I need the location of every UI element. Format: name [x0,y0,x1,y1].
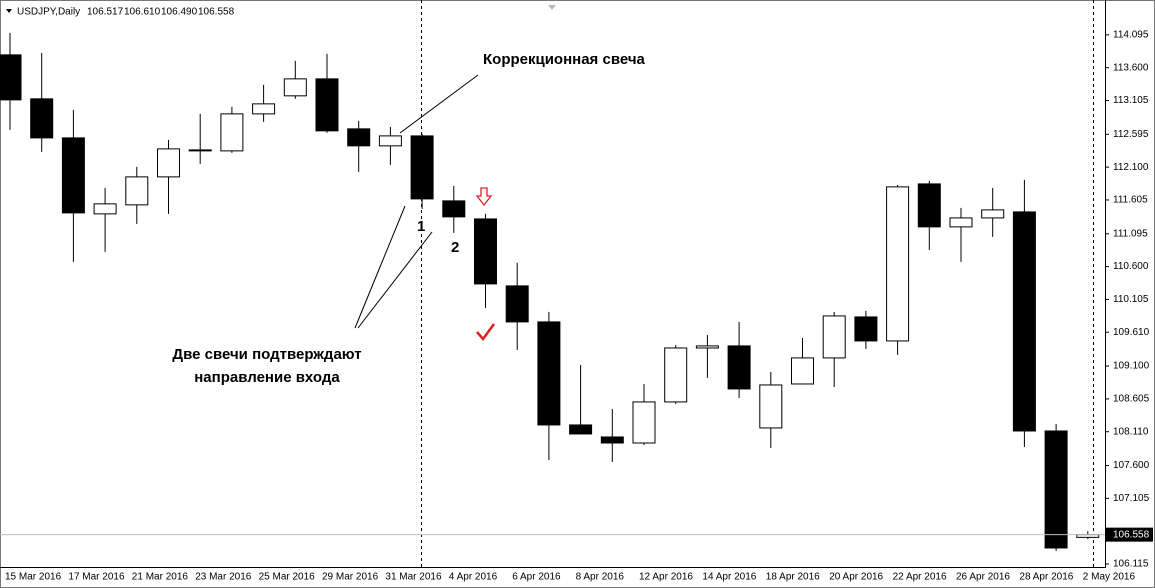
annotation-line [399,74,479,134]
annotation: Две свечи подтверждают [172,346,361,363]
candle-body [949,217,973,228]
candle-body [0,54,22,101]
candle-body [61,137,85,214]
y-tick-label: 108.110 [1113,426,1149,437]
x-tick-label: 4 Apr 2016 [449,572,498,583]
candle-body [1044,430,1068,549]
y-tick-label: 112.100 [1113,162,1149,173]
shift-marker [548,5,556,10]
x-tick-label: 18 Apr 2016 [766,572,820,583]
candle-body [505,285,529,323]
x-tick-label: 28 Apr 2016 [1019,572,1073,583]
x-tick-label: 26 Apr 2016 [956,572,1010,583]
x-tick-label: 2 May 2016 [1083,572,1136,583]
candle-body [537,321,561,426]
check-mark [476,323,496,342]
annotation-line [354,205,406,329]
candle-body [378,135,402,147]
x-tick-label: 21 Mar 2016 [132,572,189,583]
price-label: 106.558 [1113,529,1150,540]
candle-body [759,384,783,429]
annotation: 2 [451,239,459,256]
candle-body [157,148,180,178]
ohlc-label: 106.558 [198,7,235,18]
header-icon [6,9,12,13]
y-tick-label: 110.105 [1113,294,1149,305]
x-tick-label: 8 Apr 2016 [576,572,625,583]
y-tick-label: 114.095 [1113,29,1149,40]
x-tick-label: 20 Apr 2016 [829,572,883,583]
candle-body [727,345,751,390]
candle-body [252,103,276,115]
candle-body [347,128,371,147]
y-tick-label: 107.600 [1113,460,1150,471]
candle-body [93,203,117,215]
symbol-label: USDJPY,Daily [17,7,80,18]
x-tick-label: 29 Mar 2016 [322,572,379,583]
annotation: 1 [417,218,425,235]
ohlc-label: 106.490 [161,7,198,18]
candle-body [854,316,878,342]
x-tick-label: 23 Mar 2016 [195,572,252,583]
candle-body [791,357,814,385]
annotation: Коррекционная свеча [483,51,646,68]
ohlc-label: 106.517 [87,7,124,18]
y-tick-label: 109.610 [1113,327,1150,338]
plot [0,32,1100,552]
y-tick-label: 107.105 [1113,493,1150,504]
candle-body [188,149,212,152]
candle-body [917,183,941,228]
annotation: направление входа [194,369,340,386]
x-tick-label: 31 Mar 2016 [385,572,442,583]
candle-body [410,135,434,200]
annotation-line [357,231,433,329]
y-tick-label: 108.605 [1113,394,1150,405]
candle-body [822,315,846,359]
candle-body [600,436,624,444]
candle-body [283,78,307,97]
candle-body [220,113,244,152]
candle-body [695,345,719,349]
candle-body [474,218,497,285]
y-tick-label: 109.100 [1113,361,1150,372]
candle-body [442,200,466,218]
candle-body [886,186,910,342]
candle-body [125,176,149,206]
candle-body [315,78,339,132]
x-tick-label: 6 Apr 2016 [512,572,561,583]
x-tick-label: 15 Mar 2016 [5,572,62,583]
y-tick-label: 113.105 [1113,95,1149,106]
y-tick-label: 111.605 [1113,195,1148,206]
y-tick-label: 113.600 [1113,62,1149,73]
y-tick-label: 112.595 [1113,129,1149,140]
candle-body [1012,211,1036,432]
x-tick-label: 12 Apr 2016 [639,572,693,583]
y-tick-label: 110.600 [1113,261,1149,272]
x-tick-label: 17 Mar 2016 [68,572,125,583]
y-tick-label: 111.095 [1113,228,1148,239]
candle-body [569,424,593,435]
down-arrow [475,187,493,207]
ohlc-label: 106.610 [124,7,161,18]
candle-body [632,401,656,444]
price-label-box [1106,527,1153,542]
candle-body [664,347,688,403]
x-tick-label: 14 Apr 2016 [702,572,756,583]
x-tick-label: 22 Apr 2016 [893,572,947,583]
candle-body [981,209,1005,219]
candle-body [30,98,54,139]
x-tick-label: 25 Mar 2016 [259,572,316,583]
y-tick-label: 106.115 [1113,559,1149,570]
